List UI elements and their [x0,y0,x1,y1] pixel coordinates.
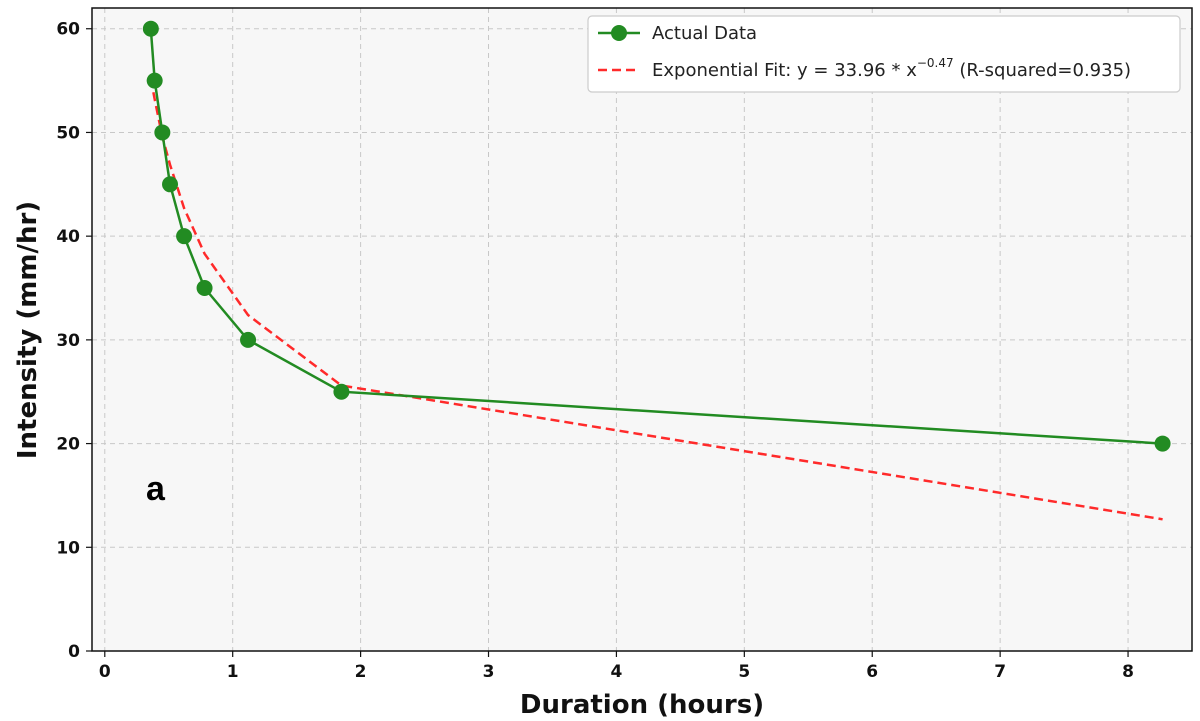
actual-data-point [142,20,159,37]
legend: Actual Data Exponential Fit: y = 33.96 *… [587,15,1181,93]
actual-data-point [154,124,171,141]
y-tick-label: 50 [56,123,80,143]
actual-data-point [240,331,257,348]
actual-data-point [196,280,213,297]
legend-fit-label: Exponential Fit: y = 33.96 * x−0.47 (R-s… [652,56,1131,81]
y-axis-ticks: 0 10 20 30 40 50 60 [56,20,92,662]
plot-frame [91,7,1193,652]
x-tick-label: 1 [227,662,239,682]
actual-data-point [176,228,193,245]
legend-actual-marker [611,25,627,41]
legend-box [587,15,1181,93]
y-tick-label: 20 [56,435,80,455]
x-tick-label: 3 [483,662,495,682]
y-tick-label: 40 [56,227,80,247]
x-tick-label: 5 [738,662,750,682]
actual-data-point [146,72,163,89]
x-tick-label: 6 [866,662,878,682]
x-tick-label: 0 [99,662,111,682]
x-tick-label: 4 [610,662,622,682]
x-tick-label: 7 [994,662,1006,682]
x-axis-label: Duration (hours) [520,690,764,720]
y-axis-label: Intensity (mm/hr) [13,201,43,459]
actual-data-point [1154,435,1171,452]
legend-fit-equation: Exponential Fit: y = 33.96 * x [652,60,917,81]
fit-line [149,78,1163,521]
actual-data-point [333,383,350,400]
x-tick-label: 8 [1122,662,1134,682]
actual-series-layer [142,20,1171,452]
y-tick-label: 10 [56,538,80,558]
legend-fit-r-squared: (R-squared=0.935) [954,60,1131,81]
x-axis-ticks: 0 1 2 3 4 5 6 7 8 [99,651,1134,682]
legend-fit-exponent: −0.47 [917,56,954,70]
y-tick-label: 60 [56,20,80,40]
actual-data-point [162,176,179,193]
plot-background [92,8,1192,651]
legend-actual-label: Actual Data [652,23,757,44]
y-tick-label: 0 [68,642,80,662]
panel-label: a [146,470,166,508]
fit-series-layer [149,78,1163,521]
x-tick-label: 2 [355,662,367,682]
y-tick-label: 30 [56,331,80,351]
